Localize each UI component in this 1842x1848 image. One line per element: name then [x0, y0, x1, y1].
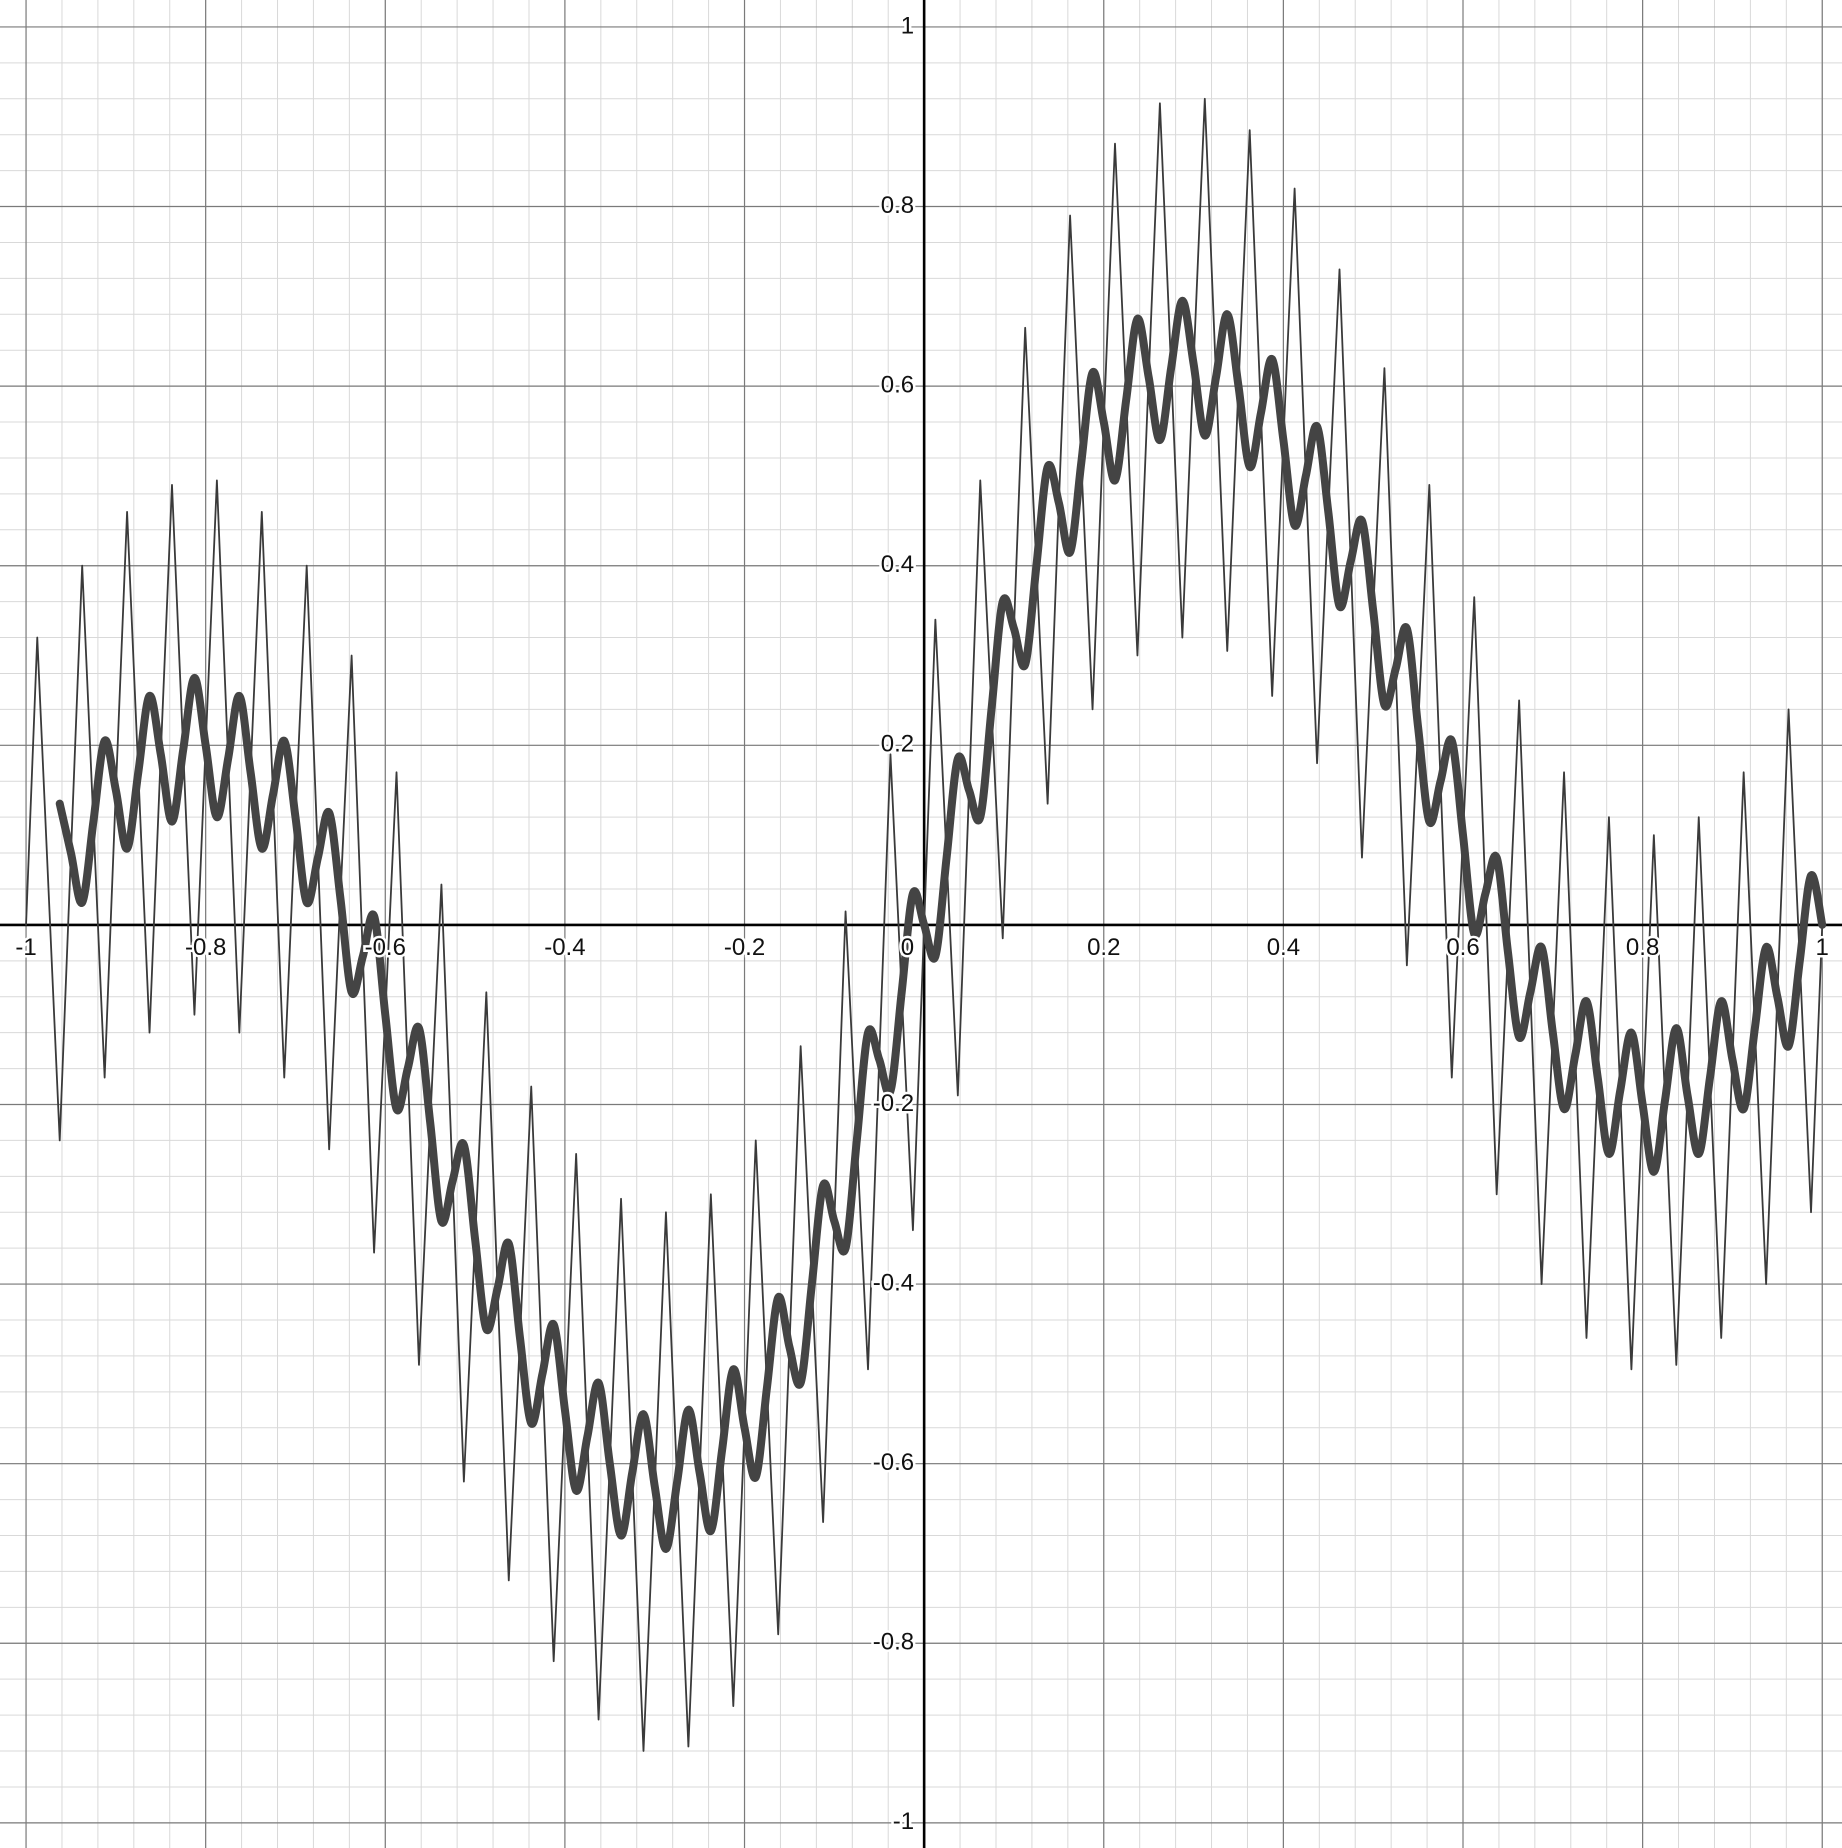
y-tick-label: -1 [893, 1808, 914, 1835]
curve [55, 296, 1827, 1553]
y-tick-label: -0.2 [873, 1090, 914, 1117]
x-tick-label: 0.6 [1446, 934, 1479, 961]
y-tick-label: 1 [901, 12, 914, 39]
y-tick-label: -0.6 [873, 1449, 914, 1476]
y-tick-label: 0.8 [881, 192, 914, 219]
x-tick-label: 0.4 [1267, 934, 1300, 961]
x-tick-label: -0.4 [544, 934, 585, 961]
y-tick-label: -0.4 [873, 1269, 914, 1296]
x-tick-label: 0.8 [1626, 934, 1659, 961]
tick-labels: -1 -0.8 -0.6 -0.4 -0.2 0 0.2 0.4 0.6 0.8 1 -1 -0.8 -0… [13, 10, 1832, 1838]
x-tick-label: -1 [15, 934, 36, 961]
x-tick-label: -0.6 [365, 934, 406, 961]
y-tick-label: -0.8 [873, 1629, 914, 1656]
x-tick-label: -0.8 [185, 934, 226, 961]
y-tick-label: 0.2 [881, 731, 914, 758]
x-tick-label: -0.2 [724, 934, 765, 961]
x-tick-label: 0.2 [1087, 934, 1120, 961]
x-tick-label: 0 [901, 934, 914, 961]
x-tick-label: 1 [1816, 934, 1829, 961]
y-tick-label: 0.6 [881, 371, 914, 398]
y-tick-label: 0.4 [881, 551, 914, 578]
curves [25, 97, 1827, 1752]
